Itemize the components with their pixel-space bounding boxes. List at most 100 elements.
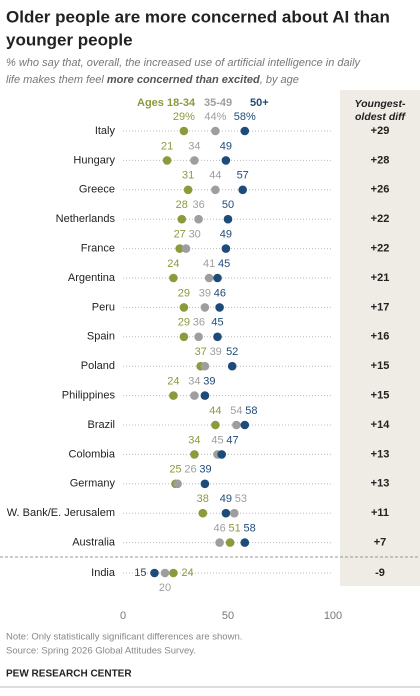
dot bbox=[200, 479, 210, 489]
value-label: 34 bbox=[188, 434, 200, 446]
value-label: 44 bbox=[209, 405, 221, 417]
diff-value: +11 bbox=[371, 507, 389, 519]
category-label: Netherlands bbox=[56, 213, 116, 225]
value-label: 15 bbox=[134, 567, 146, 579]
x-tick-label: 100 bbox=[324, 610, 342, 622]
dot bbox=[213, 273, 222, 283]
diff-value: +13 bbox=[371, 478, 390, 490]
dot bbox=[200, 391, 210, 400]
value-label: 49 bbox=[220, 140, 232, 152]
value-label: 46 bbox=[214, 287, 226, 299]
x-tick-label: 50 bbox=[222, 610, 234, 622]
dot bbox=[160, 568, 170, 578]
dot bbox=[177, 214, 187, 224]
value-label: 20 bbox=[159, 582, 171, 594]
x-tick-label: 0 bbox=[120, 610, 126, 622]
source: Source: Spring 2026 Global Attitudes Sur… bbox=[6, 646, 196, 657]
dot bbox=[217, 450, 226, 459]
diff-header: Youngest-oldest diff bbox=[355, 98, 407, 123]
dot bbox=[213, 332, 222, 342]
value-label: 26 bbox=[184, 464, 196, 476]
legend-label: 35-49 bbox=[204, 97, 232, 109]
value-label: 41 bbox=[203, 258, 215, 270]
dot bbox=[225, 538, 235, 547]
value-label: 21 bbox=[161, 140, 173, 152]
dot bbox=[221, 156, 231, 165]
dot bbox=[169, 391, 178, 400]
value-label: 47 bbox=[226, 434, 238, 446]
value-label: 37 bbox=[195, 346, 207, 358]
value-label: 34 bbox=[188, 140, 200, 152]
diff-value: +14 bbox=[371, 419, 391, 431]
dot bbox=[181, 244, 191, 253]
dot bbox=[169, 568, 178, 578]
value-label: 28 bbox=[176, 199, 188, 211]
value-label: 51 bbox=[228, 523, 240, 535]
dot bbox=[169, 273, 178, 283]
value-label: 29% bbox=[173, 111, 195, 123]
value-label: 45 bbox=[211, 317, 223, 329]
subtitle-emphasis: more concerned than excited bbox=[107, 74, 260, 86]
value-label: 53 bbox=[235, 493, 247, 505]
value-label: 44 bbox=[209, 170, 221, 182]
chart-title: younger people bbox=[6, 30, 133, 49]
note: Note: Only statistically significant dif… bbox=[6, 632, 242, 643]
diff-value: +26 bbox=[371, 184, 390, 196]
dot bbox=[230, 508, 239, 518]
dot bbox=[179, 332, 189, 342]
dot bbox=[194, 332, 203, 342]
diff-header-line: oldest diff bbox=[355, 111, 406, 123]
diff-band bbox=[340, 90, 420, 586]
diff-value: +13 bbox=[371, 448, 390, 460]
value-label: 24 bbox=[167, 258, 179, 270]
category-label: Hungary bbox=[73, 154, 115, 166]
value-label: 58% bbox=[234, 111, 256, 123]
dot bbox=[200, 361, 210, 371]
dot bbox=[211, 185, 220, 195]
category-label: Australia bbox=[72, 537, 116, 549]
category-label: Argentina bbox=[68, 272, 116, 284]
dot bbox=[190, 391, 199, 400]
footer: PEW RESEARCH CENTER bbox=[6, 669, 132, 680]
value-label: 27 bbox=[174, 229, 186, 241]
value-label: 39 bbox=[199, 287, 211, 299]
diff-value: +28 bbox=[371, 154, 390, 166]
value-label: 39 bbox=[203, 376, 215, 388]
value-label: 54 bbox=[230, 405, 242, 417]
value-label: 57 bbox=[237, 170, 249, 182]
dot bbox=[179, 126, 189, 136]
diff-value: +7 bbox=[374, 537, 387, 549]
value-label: 31 bbox=[182, 170, 194, 182]
value-label: 45 bbox=[211, 434, 223, 446]
value-label: 39 bbox=[210, 346, 222, 358]
value-label: 49 bbox=[220, 229, 232, 241]
subtitle: life makes them feel bbox=[6, 74, 104, 86]
category-label: Poland bbox=[81, 360, 115, 372]
value-label: 46 bbox=[213, 523, 225, 535]
value-label: 24 bbox=[181, 567, 193, 579]
value-label: 29 bbox=[178, 317, 190, 329]
dot bbox=[200, 303, 210, 312]
diff-value: -9 bbox=[375, 567, 385, 579]
dot bbox=[204, 273, 214, 283]
dot bbox=[150, 568, 159, 578]
dot bbox=[238, 185, 247, 195]
value-label: 50 bbox=[222, 199, 234, 211]
dot bbox=[162, 156, 172, 165]
value-label: 36 bbox=[192, 199, 204, 211]
diff-value: +29 bbox=[371, 125, 390, 137]
dot bbox=[183, 185, 193, 195]
category-label: Brazil bbox=[87, 419, 115, 431]
value-label: 45 bbox=[218, 258, 230, 270]
diff-value: +17 bbox=[371, 301, 390, 313]
value-label: 25 bbox=[169, 464, 181, 476]
value-label: 29 bbox=[178, 287, 190, 299]
dot bbox=[221, 244, 231, 253]
dot bbox=[223, 214, 233, 224]
value-label: 44% bbox=[204, 111, 226, 123]
value-label: 34 bbox=[188, 376, 200, 388]
category-label: Peru bbox=[92, 301, 115, 313]
diff-value: +15 bbox=[371, 360, 390, 372]
diff-header-line: Youngest- bbox=[355, 98, 406, 110]
